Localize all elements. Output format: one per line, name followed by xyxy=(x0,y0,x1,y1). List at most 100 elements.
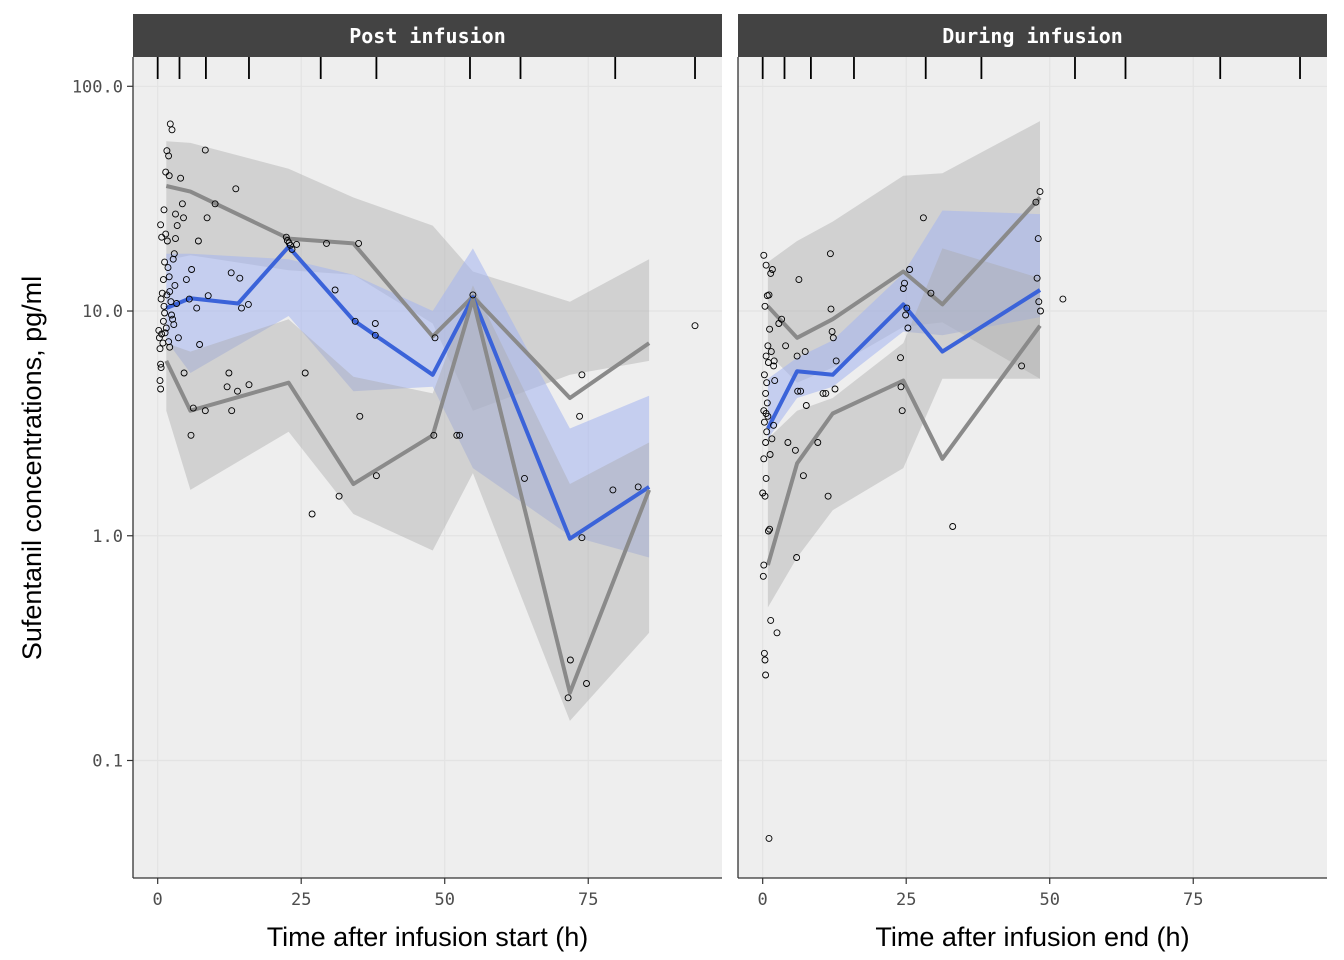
series-line-obs_p95 xyxy=(165,184,651,400)
observation-point xyxy=(1035,298,1043,306)
observation-point xyxy=(949,523,957,530)
observation-point xyxy=(1033,274,1041,282)
pi-band-lower xyxy=(767,248,1040,608)
observation-point xyxy=(157,385,165,393)
observation-point xyxy=(831,385,839,393)
pi-band-lower xyxy=(166,285,650,721)
observation-point xyxy=(456,431,464,439)
observation-point xyxy=(761,656,769,664)
observation-point xyxy=(335,492,343,500)
series-line-obs_p5 xyxy=(164,297,651,695)
observation-point xyxy=(764,412,772,420)
observation-point xyxy=(161,329,169,337)
observation-point xyxy=(188,266,196,273)
observation-point xyxy=(308,510,316,518)
observation-point xyxy=(766,325,774,333)
observation-point xyxy=(832,357,840,365)
observation-point xyxy=(168,126,176,134)
observation-point xyxy=(773,629,781,637)
observation-point xyxy=(351,317,359,325)
observation-point xyxy=(201,146,209,154)
y-tick-label: 1.0 xyxy=(92,527,123,547)
y-axis-title: Sufentanil concentrations, pg/ml xyxy=(17,276,47,660)
observation-point xyxy=(173,300,181,307)
observation-point xyxy=(770,362,778,370)
observation-point xyxy=(764,527,772,535)
observation-point xyxy=(797,387,805,395)
observation-point xyxy=(609,486,617,494)
observation-point xyxy=(431,334,439,342)
observation-point xyxy=(161,309,169,317)
panel-content xyxy=(155,120,699,721)
observation-point xyxy=(760,455,768,463)
observation-point xyxy=(576,412,584,420)
observation-point xyxy=(211,200,219,208)
observation-point xyxy=(824,492,832,500)
observation-point xyxy=(356,412,364,420)
observation-point xyxy=(761,302,769,310)
observation-point xyxy=(791,446,799,454)
observation-point xyxy=(763,428,771,436)
observation-point xyxy=(201,407,209,415)
observation-point xyxy=(760,407,768,415)
observation-point xyxy=(156,377,164,385)
observation-point xyxy=(193,304,201,312)
observation-point xyxy=(762,439,770,446)
observation-point xyxy=(160,302,168,310)
observation-point xyxy=(171,281,179,289)
facet-strip-label: Post infusion xyxy=(349,24,506,48)
observation-point xyxy=(761,492,769,500)
facet-strip xyxy=(738,14,1327,57)
facet-panel: 0 25 50 75 Post infusion Time after infusion … xyxy=(132,14,722,952)
observation-point xyxy=(763,399,771,407)
observation-point xyxy=(236,274,244,282)
observation-point xyxy=(1018,362,1026,370)
observation-point xyxy=(768,266,776,273)
observation-point xyxy=(156,345,164,353)
observation-point xyxy=(829,334,837,342)
series-line-obs_median xyxy=(766,288,1042,430)
observation-point xyxy=(899,285,907,292)
observation-point xyxy=(355,239,363,247)
series-line-obs_p5 xyxy=(765,324,1042,566)
observation-point xyxy=(323,239,330,247)
observation-point xyxy=(160,206,168,214)
observation-point xyxy=(163,291,171,299)
observation-point xyxy=(904,324,912,332)
y-tick-label: 100.0 xyxy=(72,77,123,97)
facet-panel: 0 25 50 75 During infusion Time after infusio… xyxy=(737,14,1327,952)
observation-point xyxy=(238,304,245,312)
observation-point xyxy=(760,418,768,426)
observation-point xyxy=(164,264,172,272)
observation-point xyxy=(244,300,252,308)
observation-point xyxy=(819,389,827,397)
observation-point xyxy=(762,352,770,360)
observation-point xyxy=(760,371,768,379)
x-tick-label: 25 xyxy=(291,890,311,910)
observation-point xyxy=(795,276,803,284)
observation-point xyxy=(564,694,572,702)
observation-point xyxy=(162,230,170,238)
series-line-obs_p95 xyxy=(766,196,1042,340)
observation-point xyxy=(760,561,768,569)
observation-point xyxy=(469,291,477,299)
observation-point xyxy=(165,152,173,160)
observation-point xyxy=(157,364,165,372)
observation-point xyxy=(814,439,822,446)
observation-point xyxy=(282,233,290,241)
observation-point xyxy=(770,357,778,365)
observation-point xyxy=(827,305,835,313)
observation-point xyxy=(760,649,768,657)
observation-point xyxy=(372,472,380,480)
observation-point xyxy=(168,311,175,319)
observation-point xyxy=(157,360,165,368)
observation-point xyxy=(227,269,235,277)
facet-strip-label: During infusion xyxy=(942,24,1123,48)
x-tick-label: 0 xyxy=(153,890,163,910)
observation-point xyxy=(331,286,339,294)
observation-point xyxy=(898,407,906,415)
observation-point xyxy=(371,320,379,327)
observation-point xyxy=(691,322,699,330)
observation-point xyxy=(1037,307,1044,315)
observation-point xyxy=(793,352,801,360)
